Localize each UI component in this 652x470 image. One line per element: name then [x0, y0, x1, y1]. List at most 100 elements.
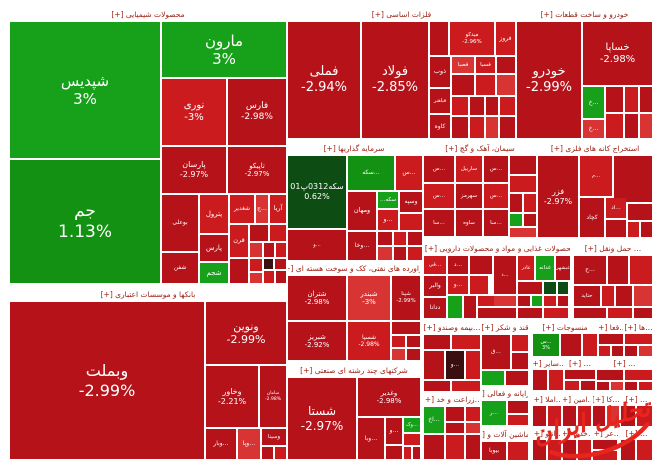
tile-…س[interactable]: …س [396, 156, 422, 190]
tile-cell[interactable] [549, 370, 563, 390]
tile-cell[interactable] [250, 243, 262, 257]
tile-…خ[interactable]: …خ [583, 120, 604, 138]
tile-cell[interactable] [558, 296, 568, 306]
tile-cell[interactable] [452, 117, 468, 138]
tile-cell[interactable] [250, 225, 268, 241]
tile-cell[interactable] [625, 114, 638, 138]
tile-ونوین[interactable]: ونوین -2.99% [206, 302, 286, 364]
tile-cell[interactable] [413, 447, 420, 459]
tile-cell[interactable] [510, 176, 536, 192]
section-header-21[interactable]: …املا [+] [533, 394, 561, 404]
tile-cell[interactable] [606, 114, 623, 138]
tile-شپدیس[interactable]: شپدیس 3% [10, 22, 160, 158]
tile-پارس[interactable]: پارس [200, 235, 228, 261]
section-header-11[interactable]: قند و شکر [+] [482, 322, 528, 333]
tile-cell[interactable] [548, 406, 561, 426]
tile-فزر[interactable]: فزر -2.97% [538, 156, 578, 237]
tile-…و[interactable]: …و [386, 418, 402, 444]
tile-cell[interactable] [378, 232, 392, 245]
tile-مارون[interactable]: مارون 3% [162, 22, 286, 77]
tile-cell[interactable] [408, 232, 422, 245]
section-header-27[interactable]: …عر [+] [593, 428, 619, 438]
tile-cell[interactable] [386, 446, 402, 459]
tile-…و[interactable]: …و [446, 351, 464, 379]
tile-cell[interactable] [392, 349, 405, 360]
tile-cell[interactable] [597, 370, 623, 380]
tile-cell[interactable] [581, 381, 595, 390]
tile-…وخا[interactable]: …وخا [348, 232, 376, 260]
tile-cell[interactable] [424, 435, 444, 459]
tile-cell[interactable] [276, 243, 286, 257]
tile-cell[interactable] [599, 334, 623, 344]
tile-cell[interactable] [478, 308, 494, 318]
tile-…س[interactable]: …س 3% [533, 334, 559, 356]
tile-…د[interactable]: …د [494, 256, 516, 294]
tile-cell[interactable] [533, 406, 546, 426]
tile-…قی[interactable]: …قی [424, 256, 446, 274]
section-header-28[interactable]: … [+] [621, 428, 652, 438]
tile-cell[interactable] [408, 247, 422, 260]
tile-cell[interactable] [476, 75, 495, 95]
tile-cell[interactable] [486, 117, 498, 138]
section-header-5[interactable]: استخراج کانه های فلزی [+] [538, 142, 652, 154]
tile-cell[interactable] [630, 256, 652, 284]
tile-سامان[interactable]: سامان -2.98% [260, 366, 286, 427]
tile-…وبار[interactable]: …وبار [206, 429, 236, 459]
tile-cell[interactable] [512, 335, 528, 351]
section-header-16[interactable]: …قعا [+] [599, 322, 623, 332]
tile-cell[interactable] [494, 308, 516, 318]
tile-cell[interactable] [506, 371, 528, 385]
section-header-23[interactable]: …کا [+] [593, 394, 619, 404]
tile-cell[interactable] [508, 401, 528, 413]
section-header-8[interactable]: … محصولات غذایی و [+] [518, 242, 570, 254]
tile-cell[interactable] [548, 440, 561, 460]
tile-cell[interactable] [404, 434, 420, 445]
tile-cell[interactable] [510, 228, 536, 237]
tile-cell[interactable] [606, 87, 623, 112]
tile-cell[interactable] [625, 334, 652, 344]
tile-cell[interactable] [583, 334, 597, 356]
tile-cell[interactable] [497, 57, 515, 73]
tile-cell[interactable] [264, 271, 274, 283]
tile-cell[interactable] [262, 447, 273, 459]
tile-cell[interactable] [446, 423, 464, 433]
tile-cell[interactable] [470, 256, 492, 274]
tile-سکه0312پ01[interactable]: سکه0312پ01 0.62% [288, 156, 346, 228]
tile-…وپا[interactable]: …وپا [238, 429, 260, 459]
tile-cell[interactable] [250, 273, 262, 283]
tile-cell[interactable] [452, 335, 480, 349]
tile-cell[interactable] [470, 276, 488, 294]
tile-…د[interactable]: …د [448, 256, 468, 274]
tile-cell[interactable] [424, 381, 450, 391]
tile-cell[interactable] [470, 97, 484, 115]
tile-…س[interactable]: …س [424, 156, 454, 182]
tile-cell[interactable] [404, 447, 411, 459]
tile-cell[interactable] [392, 336, 405, 347]
tile-cell[interactable] [264, 259, 273, 269]
tile-cell[interactable] [500, 97, 515, 115]
tile-cell[interactable] [607, 406, 619, 426]
tile-cell[interactable] [565, 370, 595, 379]
section-header-22[interactable]: …امین [+] [563, 394, 591, 404]
section-header-17[interactable]: …ها [+] [625, 322, 652, 332]
section-header-1[interactable]: فلزات اساسی [+] [288, 8, 515, 20]
tile-cell[interactable] [628, 204, 652, 220]
tile-cell[interactable] [466, 351, 480, 379]
tile-cell[interactable] [250, 259, 262, 271]
tile-cell[interactable] [578, 406, 591, 426]
tile-cell[interactable] [230, 259, 248, 283]
tile-…اد[interactable]: …اد [606, 198, 626, 218]
tile-cell[interactable] [276, 271, 286, 283]
tile-cell[interactable] [593, 451, 617, 460]
section-header-25[interactable]: …انبو [+] [533, 428, 561, 438]
tile-غدانه[interactable]: غدانه [536, 256, 554, 280]
tile-جم[interactable]: جم 1.13% [10, 160, 160, 283]
tile-cell[interactable] [639, 382, 652, 390]
section-header-30[interactable]: شرکتهای چند رشته ای صنعتی [+] [288, 364, 420, 376]
tile-…و[interactable]: …و [448, 276, 468, 294]
tile-cell[interactable] [424, 335, 450, 349]
tile-cell[interactable] [510, 214, 522, 226]
tile-وسپه[interactable]: وسپه [400, 192, 422, 212]
tile-cell[interactable] [608, 308, 632, 318]
tile-cell[interactable] [524, 214, 536, 226]
